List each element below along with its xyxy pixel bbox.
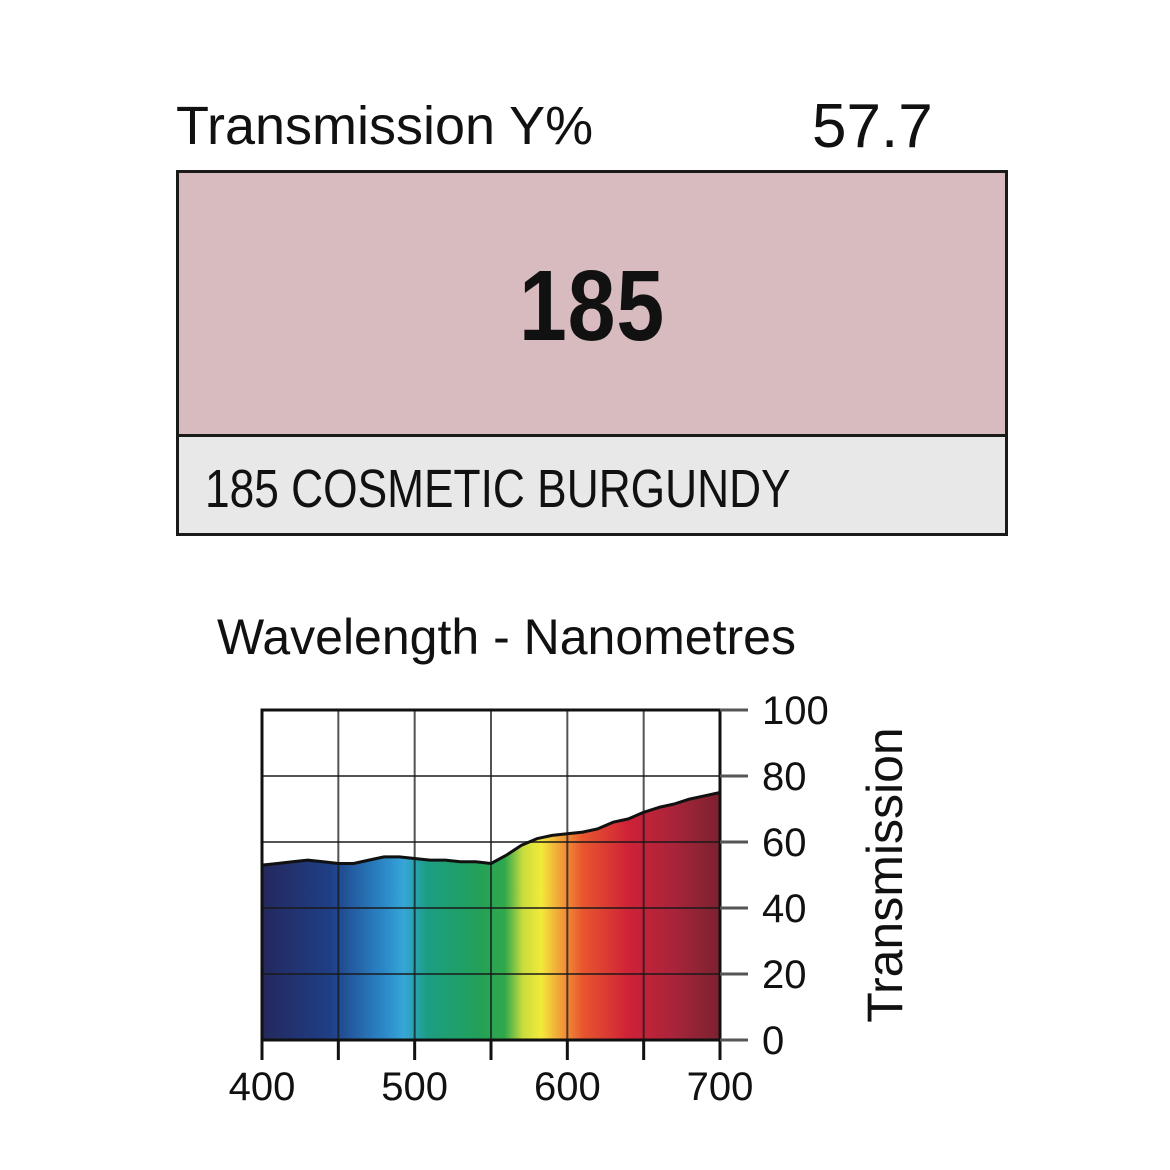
swatch-color-block: 185	[179, 173, 1005, 437]
y-axis-ticks: 0 20 40 60 80 100	[720, 689, 829, 1063]
x-tick-label: 600	[534, 1065, 601, 1109]
x-tick-label: 500	[381, 1065, 448, 1109]
x-axis-title: Wavelength - Nanometres	[217, 609, 796, 665]
x-axis-ticks: 400 500 600 700	[229, 1040, 754, 1109]
y-tick-label: 100	[762, 689, 829, 733]
y-tick-label: 40	[762, 887, 807, 931]
x-tick-label: 700	[687, 1065, 754, 1109]
swatch-name: 185 COSMETIC BURGUNDY	[205, 459, 791, 519]
y-tick-label: 20	[762, 953, 807, 997]
transmission-label: Transmission Y%	[176, 96, 594, 156]
swatch-number: 185	[518, 250, 666, 362]
chart-grid	[262, 710, 720, 1040]
color-swatch: 185 185 COSMETIC BURGUNDY	[176, 170, 1008, 536]
x-tick-label: 400	[229, 1065, 296, 1109]
y-tick-label: 0	[762, 1019, 784, 1063]
y-axis-title: Transmission	[857, 727, 913, 1022]
swatch-name-bar: 185 COSMETIC BURGUNDY	[179, 437, 1005, 533]
y-tick-label: 80	[762, 755, 807, 799]
transmission-curve	[261, 791, 721, 867]
transmission-value: 57.7	[812, 92, 933, 161]
y-tick-label: 60	[762, 821, 807, 865]
